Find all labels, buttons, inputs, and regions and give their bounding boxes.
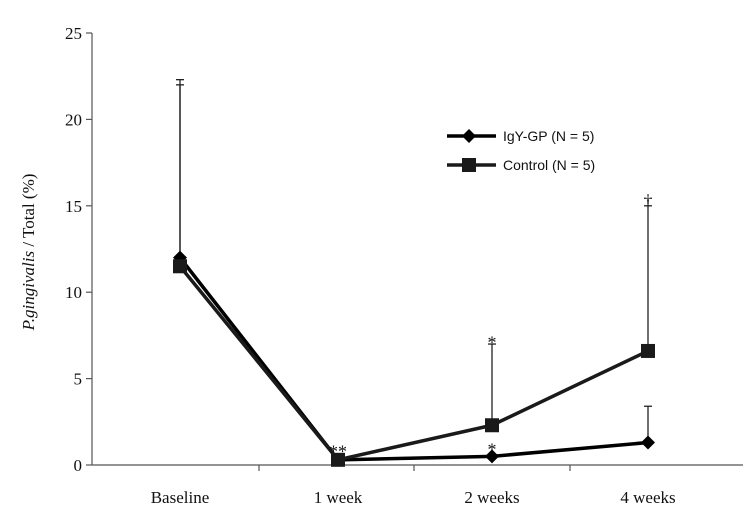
series-line [178, 265, 649, 462]
data-point [173, 259, 187, 274]
data-point [485, 449, 499, 464]
y-axis-label-rest: / Total (%) [19, 174, 38, 251]
y-tick-label: 15 [65, 197, 82, 216]
significance-marker: * [488, 440, 497, 460]
y-tick-label: 25 [65, 24, 82, 43]
marks: ** **† [173, 79, 655, 467]
y-tick-label: 5 [74, 370, 83, 389]
significance-marker: † [644, 191, 653, 211]
data-point [485, 418, 499, 433]
axes: 0 5 10 15 20 25 Baseline 1 week 2 weeks 4 weeks [65, 24, 743, 507]
legend-label: IgY-GP (N = 5) [503, 128, 594, 144]
y-axis-label-italic: P.gingivalis [19, 251, 38, 332]
data-point [462, 158, 476, 172]
x-tick-label: Baseline [151, 488, 210, 507]
data-point [331, 452, 345, 467]
x-tick-label: 2 weeks [464, 488, 519, 507]
y-axis-label: P.gingivalis / Total (%) [19, 174, 38, 332]
data-point [641, 343, 655, 358]
y-tick-label: 0 [74, 456, 83, 475]
series-line [178, 256, 649, 462]
x-tick-label: 1 week [314, 488, 363, 507]
y-axis-title: P.gingivalis / Total (%) [19, 174, 38, 332]
data-point [641, 435, 655, 450]
data-point [462, 129, 476, 143]
y-tick-label: 20 [65, 110, 82, 129]
x-tick-label: 4 weeks [620, 488, 675, 507]
y-tick-label: 10 [65, 283, 82, 302]
legend: IgY-GP (N = 5) Control (N = 5) [447, 128, 595, 173]
significance-marker: * [488, 333, 497, 353]
legend-label: Control (N = 5) [503, 157, 595, 173]
significance-marker: ** [329, 441, 347, 461]
